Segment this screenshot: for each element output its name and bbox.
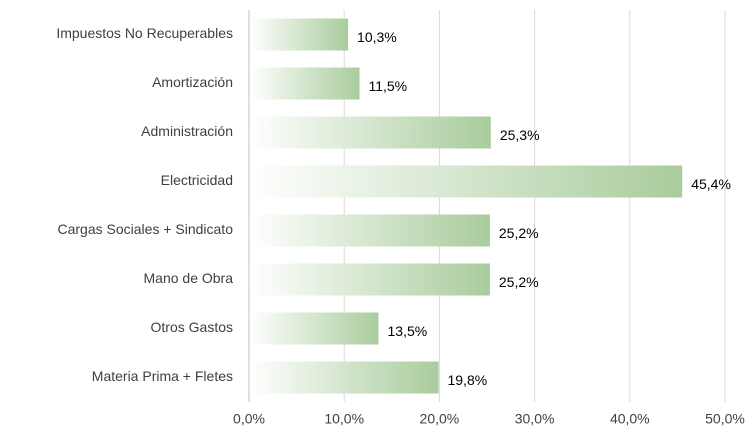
x-tick-label: 40,0%: [610, 411, 650, 427]
x-tick-label: 10,0%: [324, 411, 364, 427]
y-tick-label: Impuestos No Recuperables: [56, 25, 233, 41]
data-label: 13,5%: [388, 323, 428, 339]
x-tick-label: 20,0%: [420, 411, 460, 427]
y-tick-label: Cargas Sociales + Sindicato: [58, 221, 234, 237]
x-tick-label: 50,0%: [705, 411, 745, 427]
data-label: 25,3%: [500, 127, 540, 143]
bar: [250, 67, 360, 100]
bar: [250, 312, 379, 345]
y-tick-label: Materia Prima + Fletes: [92, 368, 233, 384]
bar: [250, 116, 491, 149]
x-tick-label: 0,0%: [233, 411, 265, 427]
y-tick-label: Amortización: [152, 74, 233, 90]
y-tick-label: Electricidad: [161, 172, 233, 188]
bar: [250, 18, 349, 51]
bar: [250, 165, 683, 198]
y-tick-label: Administración: [141, 123, 233, 139]
bar: [250, 263, 490, 296]
data-label: 25,2%: [499, 274, 539, 290]
data-label: 19,8%: [447, 372, 487, 388]
bar: [250, 361, 439, 394]
bar: [250, 214, 490, 247]
data-label: 45,4%: [691, 176, 731, 192]
data-label: 10,3%: [357, 29, 397, 45]
data-label: 11,5%: [368, 78, 407, 94]
data-label: 25,2%: [499, 225, 539, 241]
x-tick-label: 30,0%: [515, 411, 555, 427]
y-tick-label: Otros Gastos: [151, 319, 233, 335]
y-tick-label: Mano de Obra: [144, 270, 234, 286]
